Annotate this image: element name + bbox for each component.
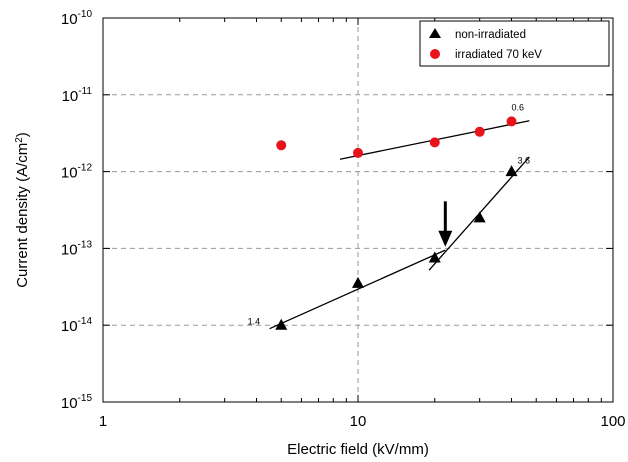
y-tick-label: 10-11 (62, 86, 93, 105)
x-tick-label: 10 (350, 413, 367, 430)
fit-slope-label: 0.6 (512, 102, 525, 112)
fit-slope-label: 1.4 (248, 317, 261, 327)
y-tick-label: 10-15 (61, 393, 93, 412)
fit-line (269, 249, 446, 330)
y-axis-title-main: Current density (A/cm (14, 143, 31, 288)
y-axis-title: Current density (A/cm2) (14, 132, 32, 288)
fit-lines: 1.4 3.6 0.6 (248, 102, 531, 330)
annotations (438, 201, 453, 247)
legend-box (419, 20, 610, 67)
legend-label-non-irradiated: non-irradiated (455, 29, 526, 41)
x-tick-label: 100 (600, 413, 625, 430)
fit-slope-label: 3.6 (518, 156, 531, 166)
data-point-triangle (473, 211, 486, 223)
x-axis-title: Electric field (kV/mm) (287, 441, 429, 458)
axis-ticks: 1 10 100 10-15 10-14 10-13 10-12 10-11 10-10 (61, 9, 626, 430)
y-tick-label: 10-12 (61, 163, 93, 182)
x-tick-label: 1 (99, 413, 107, 430)
data-point-triangle (352, 276, 364, 288)
data-points (275, 116, 518, 330)
arrow-head (438, 230, 453, 247)
legend-label-irradiated: irradiated 70 keV (455, 49, 542, 61)
data-point-circle (429, 137, 440, 148)
y-axis-title-sup: 2 (14, 137, 25, 143)
data-point-triangle (275, 318, 288, 330)
data-point-circle (474, 126, 485, 137)
data-point-circle (353, 147, 363, 158)
y-tick-label: 10-13 (61, 239, 93, 258)
y-tick-label: 10-14 (61, 316, 93, 335)
legend-marker-irradiated (430, 49, 440, 59)
data-point-triangle (428, 251, 441, 263)
legend-marker-non-irradiated (429, 28, 441, 38)
grid (103, 18, 613, 402)
data-point-triangle (505, 165, 518, 177)
data-point-circle (506, 116, 517, 127)
data-point-circle (276, 140, 287, 151)
legend: non-irradiated irradiated 70 keV (419, 20, 610, 67)
y-axis-title-tail: ) (14, 132, 31, 137)
y-tick-label: 10-10 (61, 9, 93, 28)
